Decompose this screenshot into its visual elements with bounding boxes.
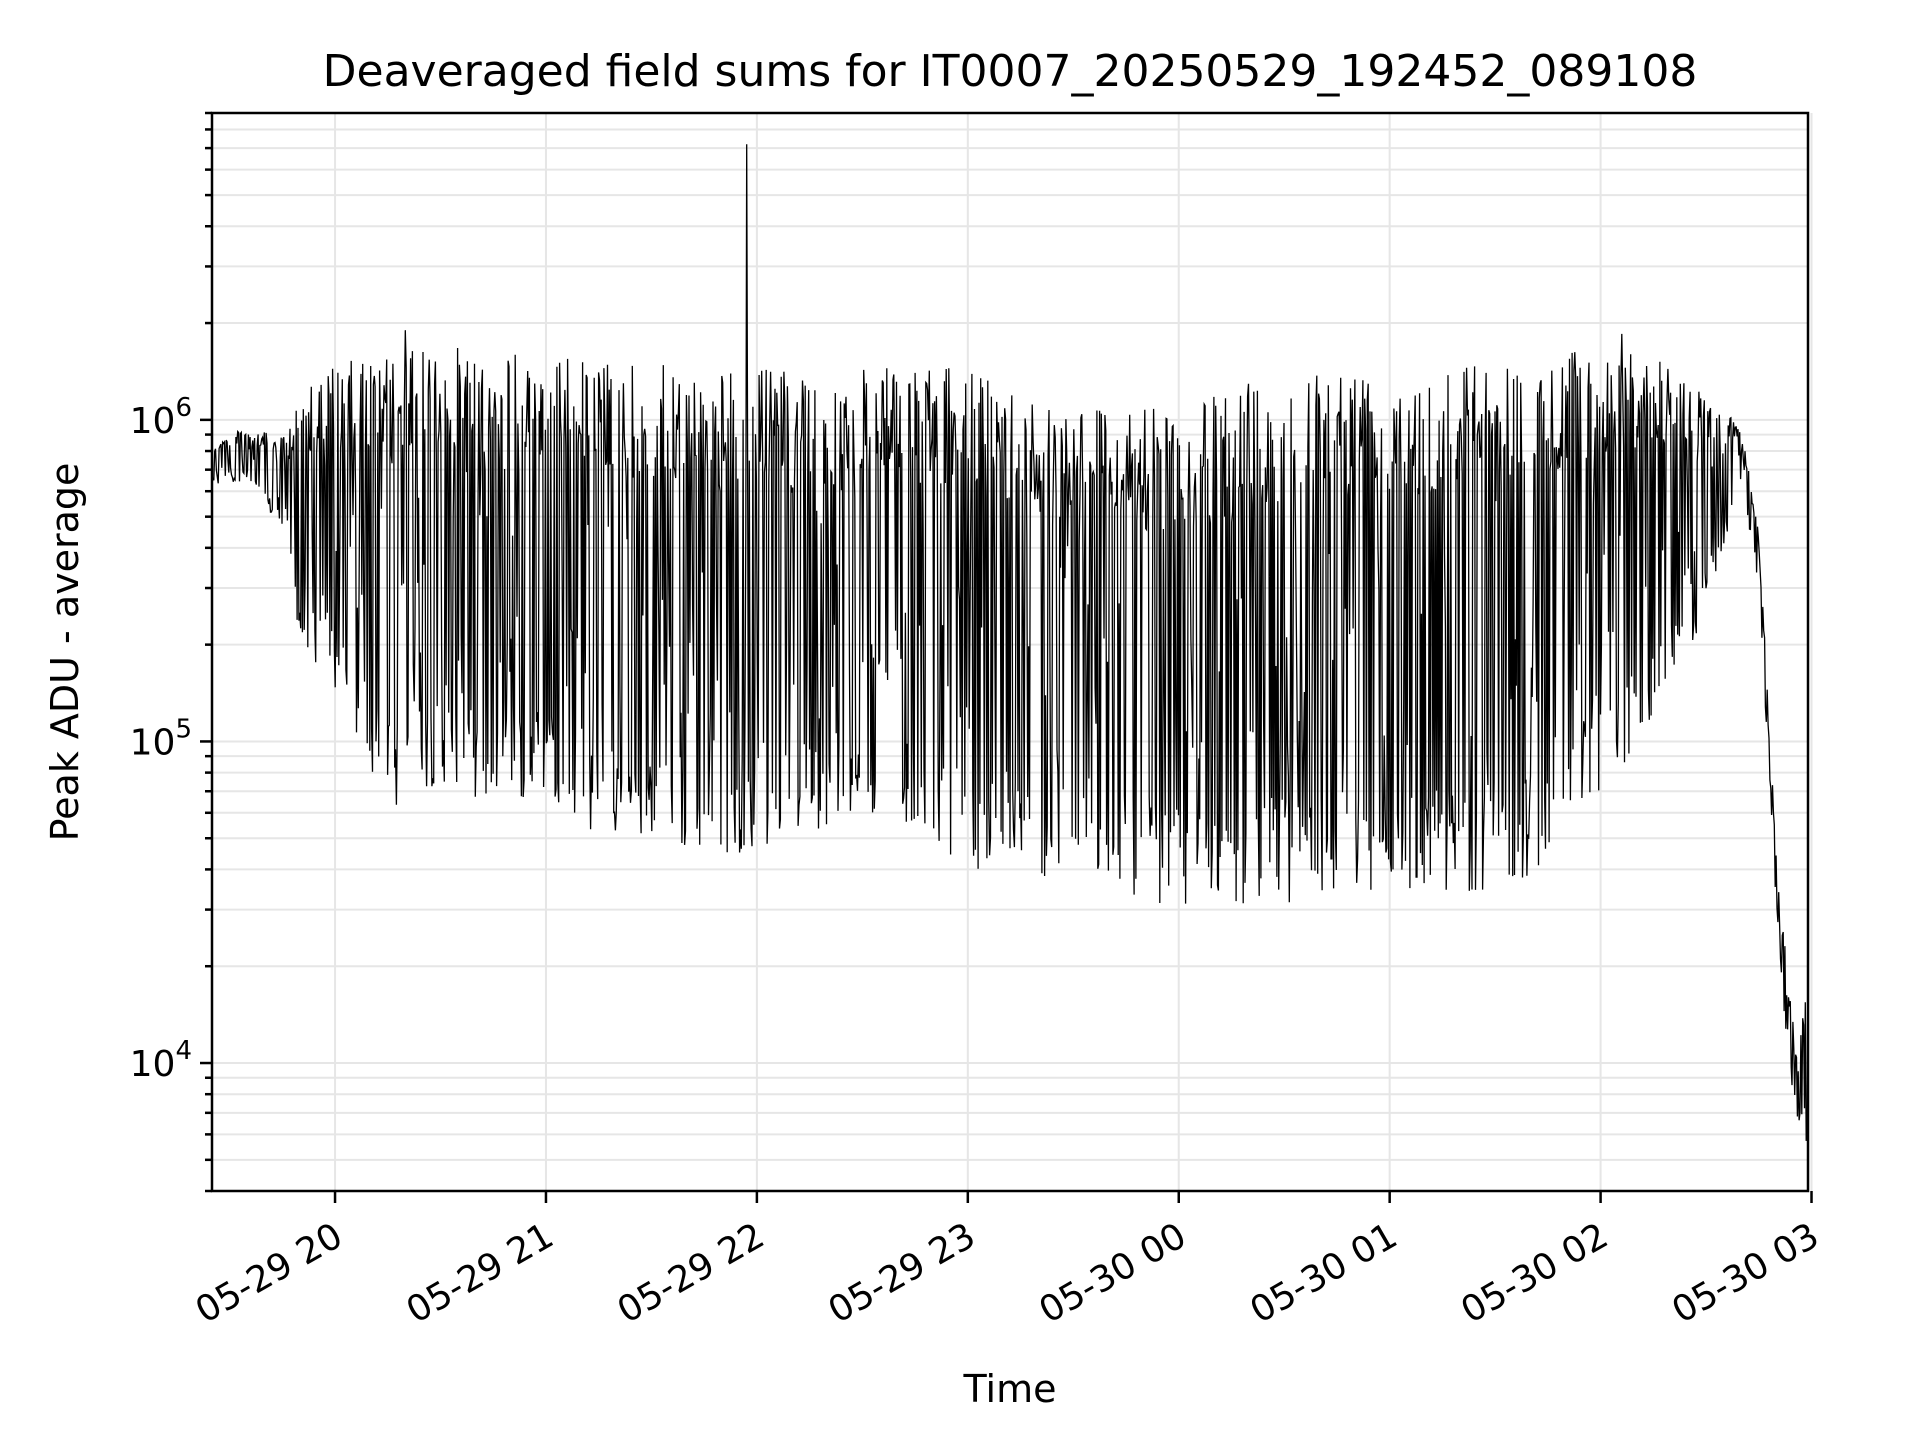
y-tick-label: 105 (130, 714, 192, 763)
x-tick-label: 05-29 23 (822, 1215, 983, 1331)
chart-title: Deaveraged field sums for IT0007_2025052… (323, 46, 1698, 97)
y-axis-label: Peak ADU - average (43, 463, 87, 842)
x-tick-label: 05-30 00 (1033, 1215, 1194, 1331)
x-tick-labels: 05-29 20 05-29 21 05-29 22 05-29 23 05-30 00… (189, 1215, 1826, 1331)
x-tick-label: 05-29 21 (400, 1215, 561, 1331)
series-line (211, 144, 1809, 1141)
y-tick-label: 106 (130, 393, 192, 442)
y-tick-labels: 104 105 106 (130, 393, 192, 1085)
axis-ticks (200, 111, 1813, 1203)
x-tick-label: 05-30 01 (1243, 1215, 1404, 1331)
x-tick-label: 05-29 20 (189, 1215, 350, 1331)
x-tick-label: 05-29 22 (611, 1215, 772, 1331)
x-axis-label: Time (963, 1367, 1057, 1411)
plot-frame (210, 111, 1810, 1193)
x-tick-label: 05-30 02 (1454, 1215, 1615, 1331)
x-tick-label: 05-30 03 (1665, 1215, 1826, 1331)
y-tick-label: 104 (130, 1036, 192, 1085)
